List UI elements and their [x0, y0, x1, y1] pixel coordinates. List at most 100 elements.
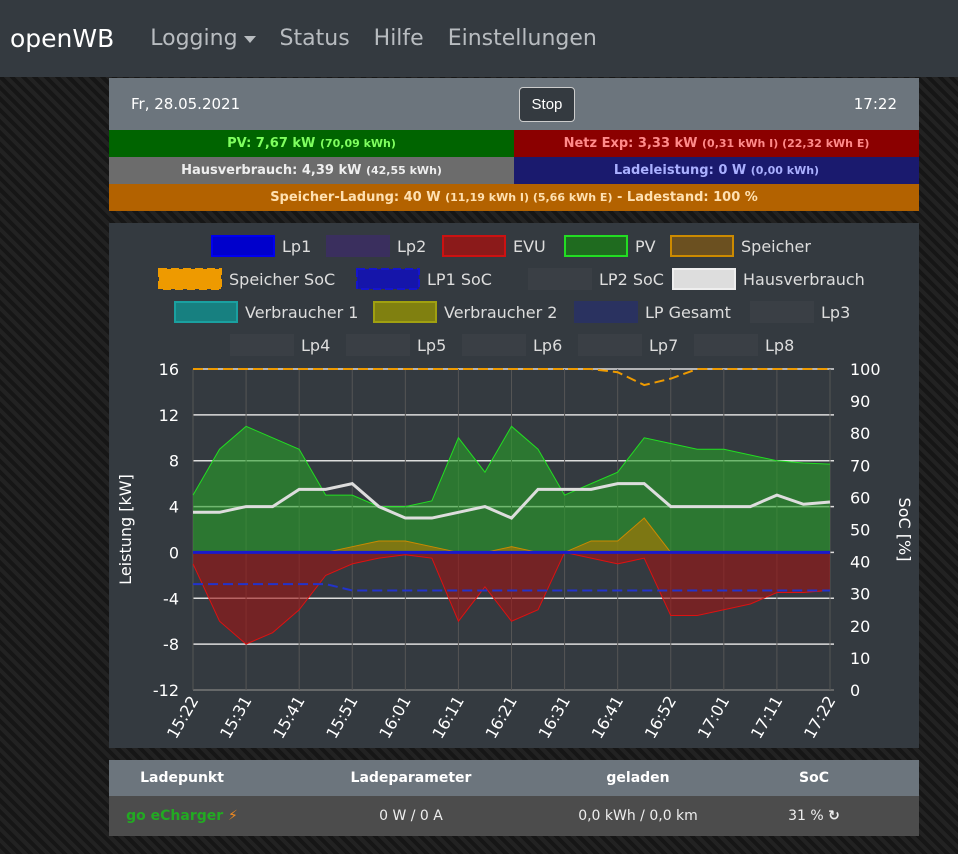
area-evu [193, 552, 830, 645]
caret-down-icon [243, 35, 256, 43]
legend-item-lp2-soc[interactable] [528, 268, 592, 290]
netz-value: Netz Exp: 3,33 kW [563, 136, 698, 151]
legend-item-evu[interactable] [442, 235, 506, 257]
legend-label: Lp4 [301, 336, 330, 355]
y2-tick-label: 80 [850, 424, 870, 443]
y2-tick-label: 60 [850, 488, 870, 507]
nav-status[interactable]: Status [279, 26, 350, 51]
header-bar: Fr, 28.05.2021 Stop 17:22 [109, 78, 919, 130]
time: 17:22 [853, 95, 897, 113]
x-tick-label: 15:51 [322, 693, 362, 742]
legend-label: Lp2 [397, 237, 426, 256]
legend-item-speicher-soc[interactable] [158, 268, 222, 290]
netz-sub: (0,31 kWh I) (22,32 kWh E) [702, 137, 870, 150]
stop-button[interactable]: Stop [518, 86, 576, 122]
y-axis-label: Leistung [kW] [116, 474, 135, 585]
legend-item-speicher[interactable] [670, 235, 734, 257]
haus-tile: Hausverbrauch: 4,39 kW (42,55 kWh) [109, 157, 514, 184]
chargepoint-name[interactable]: go eCharger ⚡ [109, 808, 255, 824]
x-tick-label: 16:52 [641, 693, 681, 742]
date: Fr, 28.05.2021 [131, 95, 241, 113]
legend-label: Verbraucher 2 [444, 303, 557, 322]
legend-item-verbraucher-2[interactable] [373, 301, 437, 323]
pv-tile: PV: 7,67 kW (70,09 kWh) [109, 130, 514, 157]
legend-label: Lp7 [649, 336, 678, 355]
legend-item-verbraucher-1[interactable] [174, 301, 238, 323]
y2-tick-label: 70 [850, 456, 870, 475]
y2-tick-label: 10 [850, 649, 870, 668]
legend-item-pv[interactable] [564, 235, 628, 257]
x-tick-label: 16:11 [428, 693, 468, 742]
y-tick-label: 16 [159, 360, 179, 379]
legend-label: Lp5 [417, 336, 446, 355]
y-tick-label: 12 [159, 406, 179, 425]
y2-tick-label: 40 [850, 553, 870, 572]
nav-logging-label: Logging [150, 26, 238, 51]
legend-item-lp1-soc[interactable] [356, 268, 420, 290]
legend-label: LP1 SoC [427, 270, 492, 289]
nav-hilfe[interactable]: Hilfe [373, 26, 424, 51]
haus-value: Hausverbrauch: 4,39 kW [181, 163, 362, 178]
legend-item-lp-gesamt[interactable] [574, 301, 638, 323]
legend-item-lp7[interactable] [578, 334, 642, 356]
netz-tile: Netz Exp: 3,33 kW (0,31 kWh I) (22,32 kW… [514, 130, 919, 157]
y-tick-label: 0 [169, 543, 179, 562]
legend-label: LP Gesamt [645, 303, 731, 322]
col-ladepunkt: Ladepunkt [140, 770, 224, 786]
lade-value: Ladeleistung: 0 W [613, 163, 747, 178]
y-tick-label: -8 [163, 635, 179, 654]
legend-label: Speicher [741, 237, 811, 256]
power-chart[interactable]: Lp1 Lp2 EVU PV Speicher Speicher SoC LP1 SoC LP… [109, 223, 919, 748]
refresh-icon[interactable]: ↻ [828, 808, 840, 824]
chargepoint-charged: 0,0 kWh / 0,0 km [578, 808, 698, 824]
lade-tile: Ladeleistung: 0 W (0,00 kWh) [514, 157, 919, 184]
col-geladen: geladen [606, 770, 670, 786]
y-tick-label: -12 [153, 681, 179, 700]
area-pv [193, 426, 830, 553]
col-ladeparameter: Ladeparameter [350, 770, 472, 786]
legend-item-hausverbrauch[interactable] [672, 268, 736, 290]
legend-label: LP2 SoC [599, 270, 664, 289]
table-header: Ladepunkt Ladeparameter geladen SoC [109, 760, 919, 796]
lade-sub: (0,00 kWh) [750, 164, 820, 177]
pv-value: PV: 7,67 kW [227, 136, 316, 151]
legend-label: Lp8 [765, 336, 794, 355]
table-row[interactable]: go eCharger ⚡ 0 W / 0 A 0,0 kWh / 0,0 km… [109, 796, 919, 836]
nav-einstellungen[interactable]: Einstellungen [447, 26, 597, 51]
x-tick-label: 16:31 [535, 693, 575, 742]
y2-tick-label: 90 [850, 392, 870, 411]
legend-label: Speicher SoC [229, 270, 335, 289]
legend-item-lp1[interactable] [211, 235, 275, 257]
legend-label: Lp3 [821, 303, 850, 322]
nav-logging[interactable]: Logging [150, 26, 256, 51]
x-tick-label: 16:01 [375, 693, 415, 742]
y2-tick-label: 100 [850, 360, 881, 379]
chargepoint-label: go eCharger [126, 808, 224, 824]
y2-tick-label: 0 [850, 681, 860, 700]
haus-sub: (42,55 kWh) [365, 164, 442, 177]
legend-label: EVU [513, 237, 546, 256]
chargepoint-soc: 31 % ↻ [709, 808, 919, 824]
legend-label: Lp1 [282, 237, 311, 256]
chargepoint-params: 0 W / 0 A [379, 808, 443, 824]
legend-item-lp6[interactable] [462, 334, 526, 356]
navbar: openWB Logging Status Hilfe Einstellunge… [0, 0, 958, 77]
chargepoint-table: Ladepunkt Ladeparameter geladen SoC go e… [109, 760, 919, 836]
legend-item-lp8[interactable] [694, 334, 758, 356]
legend-label: Verbraucher 1 [245, 303, 358, 322]
y2-axis-label: SoC [%] [895, 498, 914, 562]
legend-item-lp2[interactable] [326, 235, 390, 257]
plug-icon: ⚡ [228, 808, 238, 824]
y-tick-label: -4 [163, 589, 179, 608]
speicher-value: Speicher-Ladung: 40 W [270, 190, 441, 205]
legend-item-lp4[interactable] [230, 334, 294, 356]
col-soc: SoC [799, 770, 829, 786]
speicher-tile: Speicher-Ladung: 40 W (11,19 kWh I) (5,6… [109, 184, 919, 211]
x-tick-label: 17:01 [694, 693, 734, 742]
y-tick-label: 8 [169, 452, 179, 471]
y2-tick-label: 20 [850, 617, 870, 636]
x-tick-label: 15:41 [269, 693, 309, 742]
brand[interactable]: openWB [10, 24, 115, 53]
legend-item-lp5[interactable] [346, 334, 410, 356]
legend-item-lp3[interactable] [750, 301, 814, 323]
